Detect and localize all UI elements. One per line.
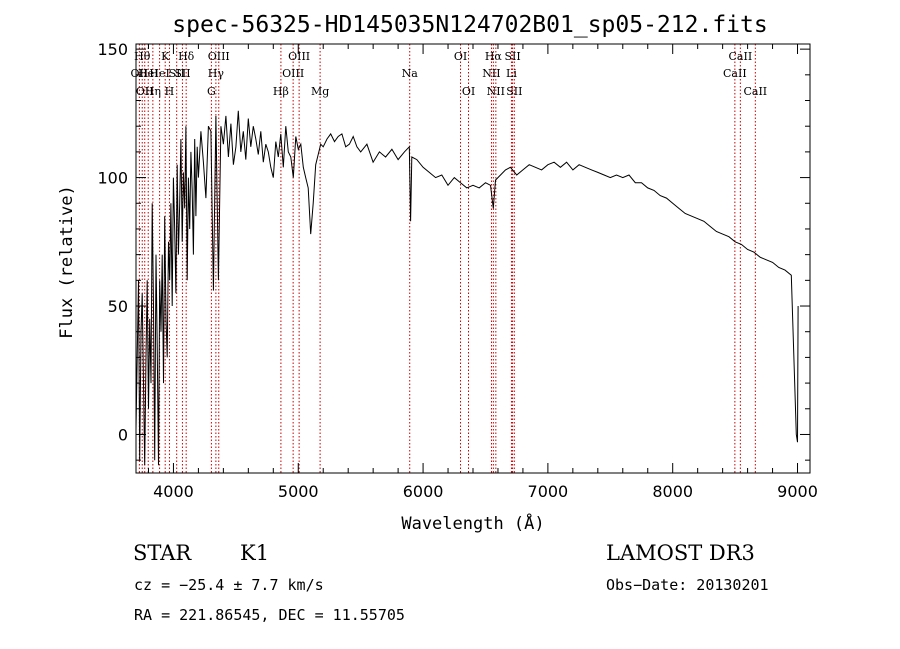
- line-id-labels: OIIHθOIIHeIHηHeIKHSIIHδSIIGHγOIIIHβOIIIO…: [131, 50, 768, 98]
- axis-ticks: [136, 44, 810, 473]
- line-id-label: OI: [454, 50, 467, 63]
- line-id-label: HeI: [149, 67, 169, 80]
- line-id-label: Hγ: [208, 67, 225, 80]
- line-id-label: Li: [506, 67, 517, 80]
- line-id-label: OIII: [208, 50, 230, 63]
- line-id-label: H: [165, 85, 175, 98]
- coordinates: RA = 221.86545, DEC = 11.55705: [134, 606, 405, 624]
- y-axis-label: Flux (relative): [57, 185, 77, 339]
- line-id-label: SII: [174, 67, 190, 80]
- line-id-label: NII: [487, 85, 505, 98]
- plot-frame: [135, 43, 811, 474]
- y-tick-label: 100: [97, 169, 128, 188]
- line-id-label: NII: [482, 67, 500, 80]
- line-id-label: CaII: [729, 50, 753, 63]
- line-id-label: CaII: [723, 67, 747, 80]
- x-tick-label: 9000: [777, 482, 818, 501]
- x-tick-label: 7000: [528, 482, 569, 501]
- line-id-label: CaII: [743, 85, 767, 98]
- y-tick-label: 0: [118, 425, 128, 444]
- y-tick-label: 150: [97, 40, 128, 59]
- line-id-label: Hα: [485, 50, 503, 63]
- line-id-label: Mg: [311, 85, 329, 98]
- survey-name: LAMOST DR3: [606, 541, 755, 565]
- spectrum-line: [135, 110, 799, 466]
- line-id-label: OI: [462, 85, 475, 98]
- y-tick-label: 50: [108, 297, 128, 316]
- x-tick-label: 6000: [403, 482, 444, 501]
- line-id-label: OII: [136, 85, 154, 98]
- object-class: STAR: [133, 541, 192, 565]
- line-id-label: Hδ: [178, 50, 195, 63]
- redshift-readout: cz = −25.4 ± 7.7 km/s: [134, 576, 324, 594]
- chart-title: spec-56325-HD145035N124702B01_sp05-212.f…: [172, 12, 767, 38]
- line-id-label: Hβ: [273, 85, 289, 98]
- axis-tick-labels: 4000 5000 6000 7000 8000 9000 0 50 100 150: [97, 40, 817, 501]
- line-id-label: Hθ: [134, 50, 151, 63]
- x-tick-label: 5000: [278, 482, 319, 501]
- x-tick-label: 4000: [153, 482, 194, 501]
- line-id-markers: [138, 44, 756, 473]
- line-id-label: G: [207, 85, 216, 98]
- line-id-label: SII: [506, 85, 522, 98]
- line-id-label: OIII: [288, 50, 310, 63]
- x-tick-label: 8000: [652, 482, 693, 501]
- line-id-label: Hη: [145, 85, 161, 98]
- line-id-label: Na: [402, 67, 419, 80]
- line-id-label: SII: [504, 50, 520, 63]
- line-id-label: HeI: [138, 67, 158, 80]
- line-id-label: K: [161, 50, 170, 63]
- line-id-label: OIII: [282, 67, 304, 80]
- line-id-label: OII: [131, 67, 149, 80]
- obs-date: Obs−Date: 20130201: [606, 576, 769, 594]
- object-subclass: K1: [240, 541, 269, 565]
- line-id-label: SII: [169, 67, 185, 80]
- x-axis-label: Wavelength (Å): [401, 512, 544, 534]
